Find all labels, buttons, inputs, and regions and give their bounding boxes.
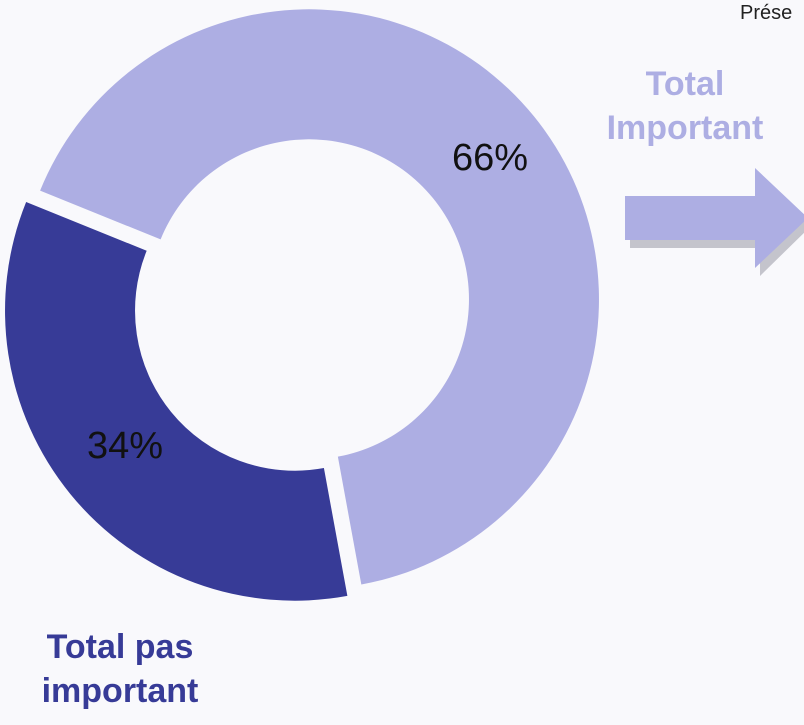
donut-slice (40, 9, 599, 585)
category-label: Total Important (606, 65, 764, 147)
arrow (625, 168, 804, 268)
value-label: 66% (452, 137, 528, 179)
category-label: Total pas important (41, 628, 199, 710)
annotation: Prése (740, 2, 793, 24)
value-label: 34% (87, 425, 163, 467)
donut-slice (5, 202, 348, 601)
